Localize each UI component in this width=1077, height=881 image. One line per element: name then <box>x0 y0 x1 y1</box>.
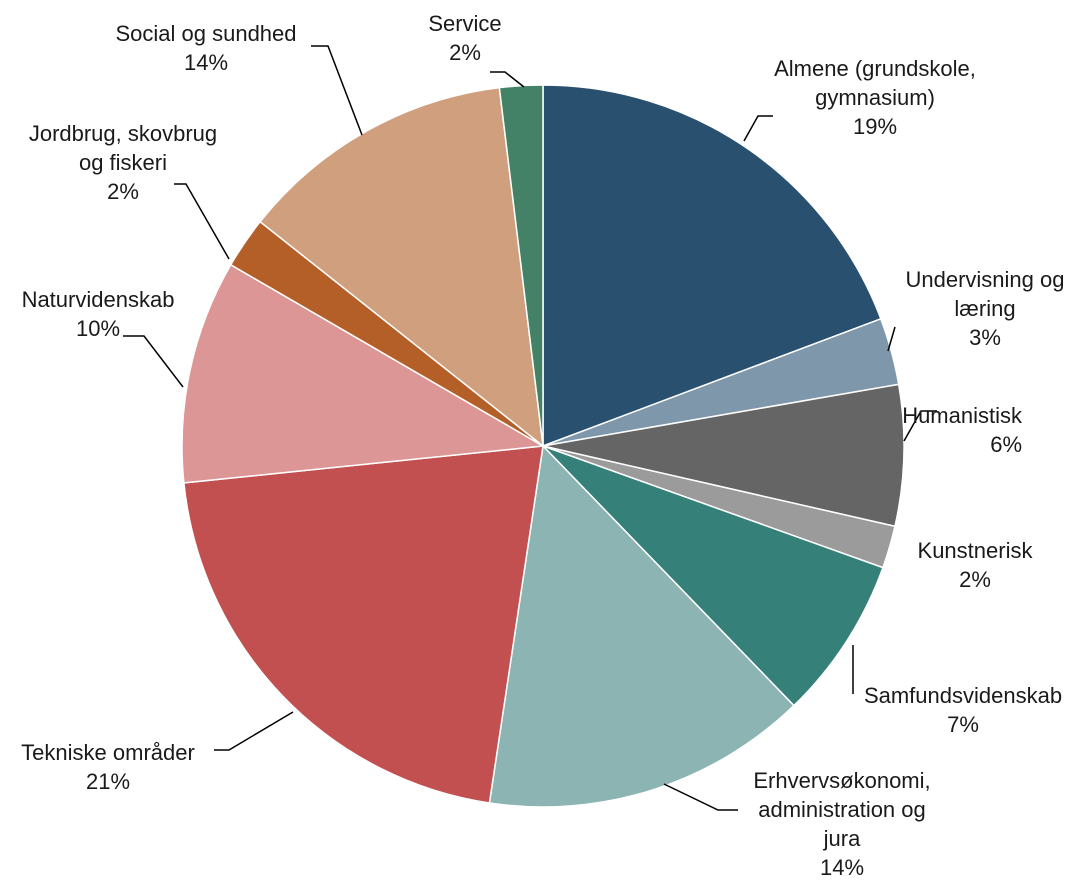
slice-label: Almene (grundskole, gymnasium) 19% <box>774 56 976 139</box>
leader-line <box>123 335 184 388</box>
leader-line <box>663 783 738 811</box>
slice-label: Naturvidenskab 10% <box>22 287 175 341</box>
leader-line <box>214 711 294 751</box>
slice-label: Erhvervsøkonomi, administration og jura 14% <box>753 768 930 880</box>
leader-line <box>743 115 773 142</box>
pie-slice <box>259 86 544 448</box>
slice-label: Social og sundhed 14% <box>115 21 296 75</box>
pie-slice <box>542 84 882 448</box>
pie-slice <box>542 383 905 528</box>
slice-label: Tekniske områder 21% <box>21 740 195 794</box>
leader-line <box>174 183 230 260</box>
leader-line <box>903 410 937 442</box>
slice-label: Samfundsvidenskab 7% <box>864 683 1062 737</box>
leader-line <box>490 71 525 88</box>
slice-labels: Almene (grundskole, gymnasium) 19% Undervis… <box>21 11 1064 880</box>
pie-slice <box>181 263 546 484</box>
pie-slice <box>542 445 884 707</box>
slice-label: Service 2% <box>428 11 501 65</box>
slice-label: Humanistisk 6% <box>902 403 1023 457</box>
leader-line <box>887 326 896 352</box>
slice-label: Jordbrug, skovbrug og fiskeri 2% <box>29 121 217 204</box>
pie-slice <box>183 445 544 804</box>
slice-label: Kunstnerisk 2% <box>918 538 1034 592</box>
leader-lines <box>123 45 937 811</box>
pie-slice <box>488 444 795 808</box>
pie-slices <box>181 84 905 808</box>
leader-line <box>311 45 363 136</box>
slice-label: Undervisning og læring 3% <box>906 267 1065 350</box>
